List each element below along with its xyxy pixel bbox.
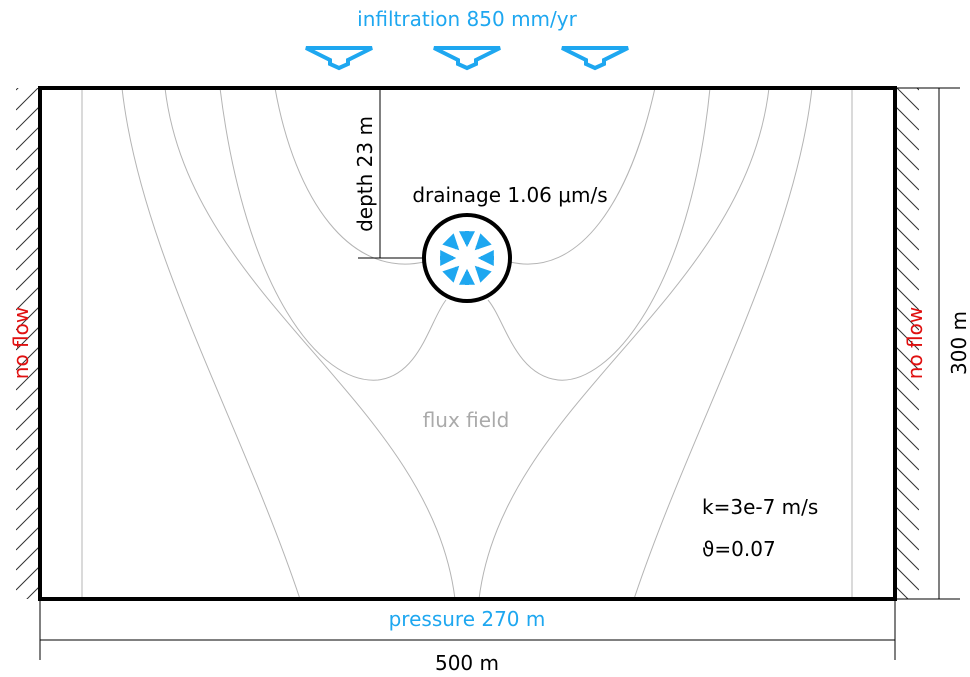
drainage-label: drainage 1.06 μm/s	[412, 183, 607, 207]
streamline	[634, 88, 812, 599]
drain-pipe	[424, 215, 510, 301]
flux-field-streamlines	[82, 88, 852, 599]
right-no-flow-label: no flow	[903, 307, 927, 379]
streamline	[510, 88, 655, 264]
left-no-flow-label: no flow	[9, 307, 33, 379]
pressure-label: pressure 270 m	[389, 607, 546, 631]
infiltration-arrows	[306, 48, 628, 68]
height-label: 300 m	[947, 311, 970, 375]
flux-field-label: flux field	[423, 408, 510, 432]
infiltration-arrow-icon	[562, 48, 628, 68]
domain-boundary	[40, 88, 895, 599]
streamline	[122, 88, 300, 599]
depth-label: depth 23 m	[353, 116, 377, 232]
conductivity-label: k=3e-7 m/s	[702, 495, 818, 519]
infiltration-label: infiltration 850 mm/yr	[357, 7, 577, 31]
infiltration-arrow-icon	[306, 48, 372, 68]
porosity-label: ϑ=0.07	[702, 537, 776, 561]
streamline	[275, 88, 424, 264]
width-label: 500 m	[435, 651, 499, 675]
streamline	[220, 88, 446, 380]
infiltration-arrow-icon	[434, 48, 500, 68]
streamline	[488, 88, 710, 380]
